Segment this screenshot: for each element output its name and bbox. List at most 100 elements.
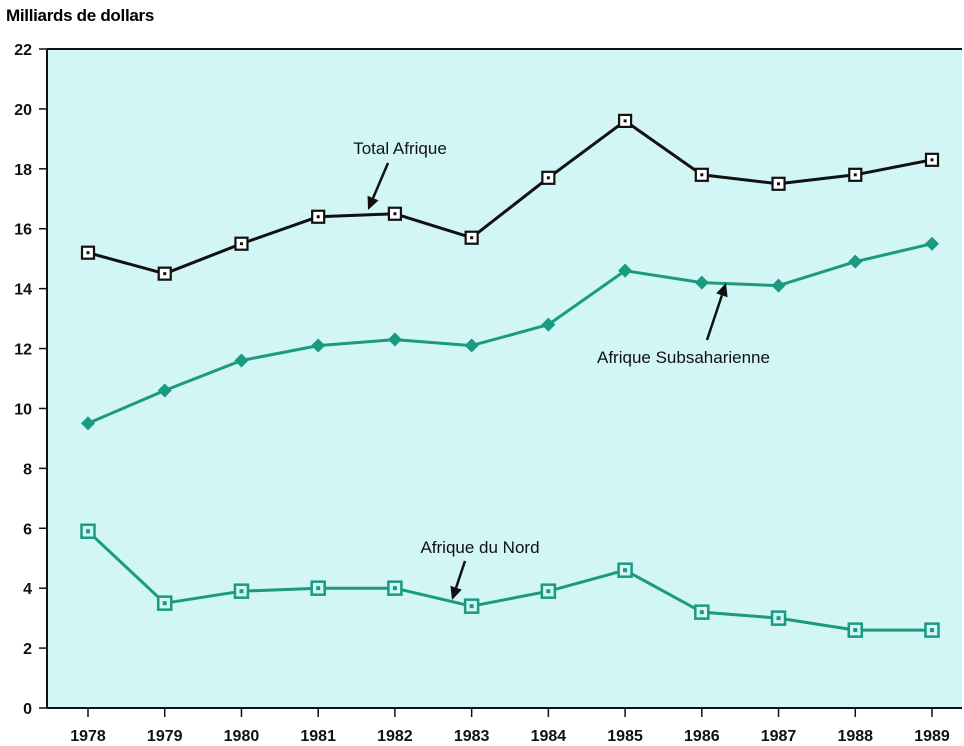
plot-area <box>47 49 962 708</box>
data-point-subsaharienne <box>618 263 633 278</box>
marker-center <box>470 236 474 240</box>
y-tick-label: 4 <box>23 581 32 598</box>
x-tick-label: 1985 <box>607 728 643 745</box>
x-tick-label: 1980 <box>224 728 260 745</box>
marker-center <box>392 586 397 591</box>
marker-center <box>163 272 167 276</box>
y-tick-label: 10 <box>14 401 32 418</box>
y-tick-label: 2 <box>23 641 32 658</box>
marker-center <box>239 589 244 594</box>
data-point-total <box>387 206 403 221</box>
annotation-label: Afrique du Nord <box>420 538 539 557</box>
data-point-total <box>157 266 172 281</box>
data-point-subsaharienne <box>81 416 95 431</box>
marker-center <box>700 173 704 177</box>
x-tick-label: 1984 <box>531 728 567 745</box>
data-point-total <box>80 245 96 260</box>
x-tick-label: 1981 <box>300 728 336 745</box>
data-point-subsaharienne <box>694 275 709 290</box>
annotation-arrow-shaft <box>705 294 724 341</box>
marker-center <box>777 182 781 186</box>
x-tick-label: 1982 <box>377 728 413 745</box>
data-point-nord <box>770 610 787 626</box>
annotation-label: Afrique Subsaharienne <box>597 348 770 367</box>
data-point-nord <box>310 580 326 596</box>
series-markers <box>80 113 940 638</box>
data-point-nord <box>463 598 480 614</box>
marker-center <box>393 212 397 216</box>
marker-center <box>699 610 704 615</box>
series-line-subsaharienne <box>87 242 933 425</box>
marker-center <box>623 119 627 123</box>
annotations: Total Afrique Afrique Subsaharienne Afriqu… <box>353 139 770 600</box>
x-tick-label: 1989 <box>914 728 950 745</box>
x-tick-label: 1978 <box>70 728 106 745</box>
marker-center <box>546 589 551 594</box>
y-tick-label: 16 <box>14 222 32 239</box>
data-point-nord <box>617 562 633 578</box>
marker-center <box>316 215 320 219</box>
data-point-nord <box>540 583 557 599</box>
marker-center <box>853 628 858 633</box>
y-tick-label: 8 <box>23 461 32 478</box>
y-tick-label: 6 <box>23 521 32 538</box>
x-tick-label: 1983 <box>454 728 490 745</box>
x-tick-label: 1988 <box>837 728 873 745</box>
data-point-total <box>771 176 786 191</box>
data-point-subsaharienne <box>387 332 402 347</box>
data-point-subsaharienne <box>234 353 249 368</box>
data-point-nord <box>924 622 940 638</box>
data-point-total <box>541 170 556 185</box>
data-point-nord <box>156 595 173 611</box>
data-point-total <box>924 152 940 167</box>
marker-center <box>239 242 243 246</box>
data-point-nord <box>233 583 250 599</box>
series-line-total <box>87 119 933 276</box>
marker-center <box>776 616 781 621</box>
y-tick-label: 14 <box>14 282 32 299</box>
data-point-nord <box>80 523 96 540</box>
data-point-subsaharienne <box>464 338 479 353</box>
y-tick-label: 22 <box>14 42 32 59</box>
marker-center <box>623 568 628 573</box>
y-tick-label: 0 <box>23 701 32 718</box>
y-axis-title: Milliards de dollars <box>6 6 154 25</box>
marker-center <box>86 251 90 255</box>
data-point-total <box>617 113 633 128</box>
axes: 0 2 4 6 8 10 12 14 16 18 20 22 1978 1979 1980 1981 1982 1… <box>14 42 962 745</box>
annotation-arrow-head <box>716 283 728 298</box>
x-tick-label: 1987 <box>761 728 797 745</box>
annotation-arrow-shaft <box>454 560 467 589</box>
data-point-subsaharienne <box>541 317 556 332</box>
series-lines <box>86 119 933 632</box>
data-point-total <box>234 236 249 251</box>
marker-center <box>316 586 321 591</box>
data-point-subsaharienne <box>771 278 786 293</box>
data-point-subsaharienne <box>925 236 939 251</box>
annotation-arrow-shaft <box>371 162 390 199</box>
annotation-arrow-head <box>450 585 462 600</box>
data-point-nord <box>694 604 710 620</box>
data-point-total <box>848 167 863 182</box>
marker-center <box>546 176 550 180</box>
data-point-subsaharienne <box>311 338 326 353</box>
data-point-subsaharienne <box>157 383 172 398</box>
data-point-nord <box>847 622 864 638</box>
data-point-total <box>464 230 479 245</box>
data-point-total <box>311 209 326 224</box>
marker-center <box>162 601 167 606</box>
data-point-total <box>694 167 709 182</box>
y-tick-label: 12 <box>14 342 32 359</box>
marker-center <box>469 604 474 609</box>
marker-center <box>930 158 934 162</box>
data-point-nord <box>387 580 403 596</box>
x-tick-label: 1979 <box>147 728 183 745</box>
marker-center <box>86 529 90 534</box>
marker-center <box>853 173 857 177</box>
marker-center <box>930 628 934 633</box>
y-tick-label: 20 <box>14 102 32 119</box>
annotation-arrow-head <box>367 195 379 210</box>
data-point-subsaharienne <box>848 254 863 269</box>
y-tick-label: 18 <box>14 162 32 179</box>
